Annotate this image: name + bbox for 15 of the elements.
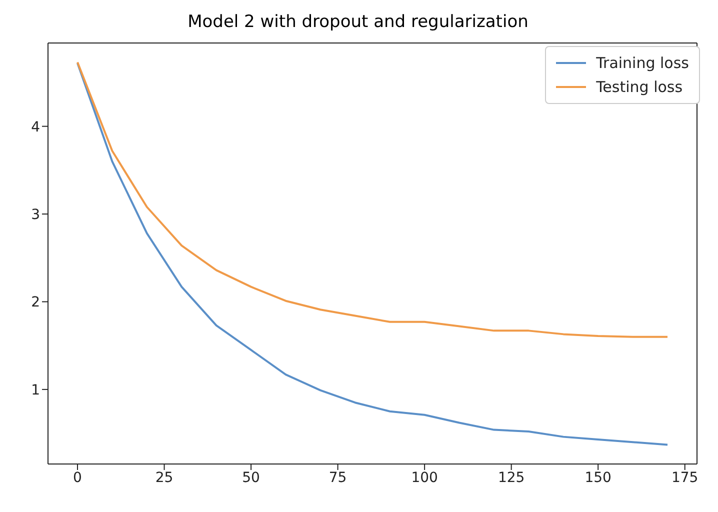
legend-label: Testing loss — [596, 78, 683, 96]
chart-title: Model 2 with dropout and regularization — [186, 11, 530, 34]
x-tick-label: 75 — [328, 470, 347, 486]
x-tick-label: 100 — [411, 470, 438, 486]
x-tick-label: 175 — [671, 470, 698, 486]
y-tick-label: 1 — [31, 382, 40, 398]
x-tick-label: 50 — [242, 470, 260, 486]
y-tick-label: 3 — [31, 207, 40, 223]
y-tick-label: 2 — [31, 294, 40, 311]
legend-label: Training loss — [596, 54, 689, 72]
x-tick-label: 150 — [584, 470, 612, 486]
x-tick-label: 0 — [73, 470, 82, 486]
x-tick-label: 25 — [155, 470, 174, 486]
y-tick-label: 4 — [31, 119, 40, 136]
x-tick-label: 125 — [498, 470, 525, 486]
